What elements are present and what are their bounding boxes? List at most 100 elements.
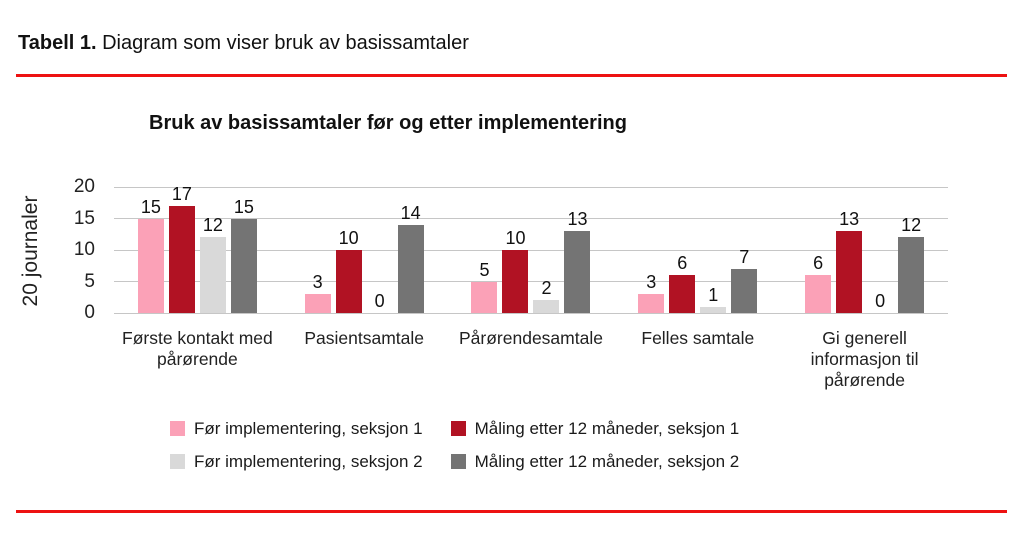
bar <box>836 231 863 313</box>
bar-value-label: 6 <box>677 253 688 274</box>
y-ticks: 0 5 10 15 20 <box>40 176 95 323</box>
bar-group: 3 10 0 14 <box>281 187 448 313</box>
bar-slot: 7 <box>731 187 758 313</box>
gridline <box>114 312 948 314</box>
y-tick-label: 10 <box>73 239 95 260</box>
top-rule <box>16 74 1007 77</box>
bar-value-label: 15 <box>140 196 161 217</box>
legend-item: Måling etter 12 måneder, seksjon 1 <box>450 419 740 438</box>
bar-slot: 3 <box>638 187 665 313</box>
gridline <box>114 218 948 219</box>
bar <box>471 281 498 313</box>
legend-label: Før implementering, seksjon 1 <box>194 419 423 438</box>
bar-slot: 12 <box>199 187 226 313</box>
bar-slot: 10 <box>335 187 362 313</box>
bar <box>304 294 331 313</box>
legend-swatch <box>450 421 466 436</box>
bar-slot: 0 <box>367 187 393 313</box>
bar <box>700 306 727 313</box>
figure-caption-text: Diagram som viser bruk av basissamtaler <box>102 32 469 54</box>
bar <box>731 268 758 313</box>
x-category-label: Gi generell informasjon til pårørende <box>810 328 919 390</box>
bar <box>805 275 832 313</box>
bar-slot: 2 <box>533 187 560 313</box>
y-tick-label: 20 <box>73 176 95 197</box>
bar <box>168 205 195 313</box>
bar-value-label: 12 <box>901 215 922 236</box>
bar-value-label: 0 <box>875 291 886 311</box>
bar-value-label: 3 <box>312 272 323 293</box>
bar-slot: 10 <box>502 187 529 313</box>
bar-slot: 17 <box>168 185 195 313</box>
bar-slot: 6 <box>669 187 696 313</box>
bar-slot: 13 <box>564 187 591 313</box>
bar-slot: 13 <box>836 187 863 313</box>
figure-caption-label: Tabell 1. <box>18 32 97 54</box>
x-category-label: Pasientsamtale <box>304 328 425 348</box>
x-category-label: Første kontakt med pårørende <box>122 328 273 369</box>
bar-slot: 15 <box>137 187 164 313</box>
bar-value-label: 10 <box>338 228 359 248</box>
bar-value-label: 2 <box>541 278 552 299</box>
bar-value-label: 13 <box>839 209 860 230</box>
bar-slot: 15 <box>230 187 257 313</box>
plot-area: 15 17 12 15 3 10 0 14 5 10 2 13 3 6 1 7 6 13 0 12 <box>114 185 948 314</box>
bar-slot: 6 <box>805 187 832 313</box>
bar-slot: 3 <box>304 187 331 313</box>
bar <box>533 300 560 313</box>
bar-value-label: 6 <box>813 253 824 274</box>
legend-label: Måling etter 12 måneder, seksjon 2 <box>474 452 740 471</box>
bar <box>564 231 591 313</box>
bar-group: 6 13 0 12 <box>781 187 948 313</box>
bar-slot: 0 <box>867 187 893 313</box>
bar <box>638 294 665 313</box>
bar-value-label: 5 <box>479 259 490 280</box>
legend-swatch <box>170 421 185 436</box>
bar <box>898 237 925 313</box>
bar-value-label: 0 <box>374 291 385 311</box>
bar <box>137 218 164 313</box>
legend-label: Før implementering, seksjon 2 <box>194 452 423 471</box>
bar-value-label: 7 <box>739 246 750 267</box>
x-category-label: Felles samtale <box>641 328 755 348</box>
legend-item: Før implementering, seksjon 1 <box>170 419 423 438</box>
bar-value-label: 10 <box>505 228 526 248</box>
legend-label: Måling etter 12 måneder, seksjon 1 <box>474 419 740 438</box>
legend: Før implementering, seksjon 1 Måling ette… <box>170 419 739 471</box>
bar-value-label: 3 <box>646 272 657 293</box>
y-tick-label: 15 <box>73 207 95 229</box>
bar-slot: 1 <box>700 187 727 313</box>
bar-value-label: 15 <box>233 196 254 217</box>
bar-value-label: 1 <box>708 284 719 305</box>
bar <box>669 275 696 313</box>
bar <box>502 250 529 313</box>
bar-groups: 15 17 12 15 3 10 0 14 5 10 2 13 3 6 1 7 6 13 0 12 <box>114 185 948 313</box>
bar-slot: 12 <box>898 187 925 313</box>
bar <box>199 237 226 313</box>
gridlines <box>114 186 948 314</box>
bar <box>397 224 424 313</box>
bar <box>335 250 362 313</box>
y-tick-label: 0 <box>84 302 95 323</box>
gridline <box>114 249 948 251</box>
x-category-label: Pårørendesamtale <box>459 328 603 348</box>
bar-value-label: 13 <box>567 209 588 230</box>
bar-value-label: 14 <box>400 202 421 223</box>
legend-swatch <box>450 454 466 469</box>
chart-title: Bruk av basissamtaler før og etter imple… <box>149 112 627 134</box>
x-labels: Første kontakt med pårørende Pasientsamta… <box>114 328 948 391</box>
legend-swatch <box>170 454 185 469</box>
bar-slot: 5 <box>471 187 498 313</box>
bar-value-label: 12 <box>202 215 223 236</box>
bar <box>230 218 257 313</box>
y-tick-label: 5 <box>84 270 95 292</box>
legend-item: Før implementering, seksjon 2 <box>170 452 423 471</box>
gridline <box>114 186 948 188</box>
legend-item: Måling etter 12 måneder, seksjon 2 <box>450 452 740 471</box>
bar-slot: 14 <box>397 187 424 313</box>
bottom-rule <box>16 510 1007 513</box>
figure-caption: Tabell 1. Diagram som viser bruk av basi… <box>18 31 469 55</box>
bar-group: 15 17 12 15 <box>114 185 281 313</box>
bar-group: 5 10 2 13 <box>448 187 615 313</box>
